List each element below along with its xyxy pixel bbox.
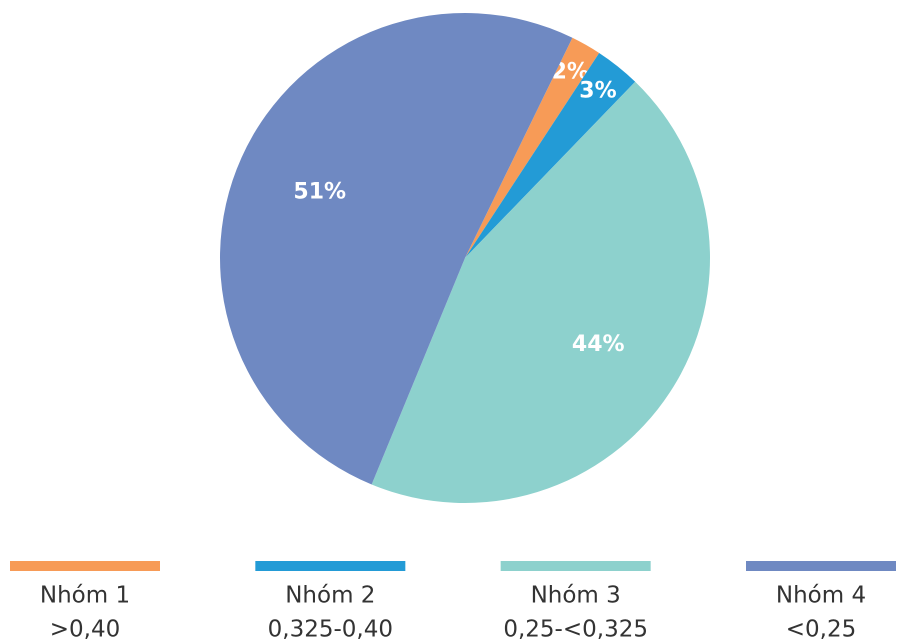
legend-range: 0,325-0,40 [268, 617, 393, 642]
pie-slice [465, 52, 636, 259]
legend-range: 0,25-<0,325 [503, 617, 648, 642]
pie-slice [219, 12, 573, 485]
legend-swatch [746, 561, 896, 571]
legend-label: Nhóm 1 [40, 583, 130, 609]
pie-slice [465, 37, 600, 259]
legend-label: Nhóm 2 [285, 583, 375, 609]
legend-swatch [10, 561, 160, 571]
legend-range: <0,25 [786, 617, 856, 642]
pie-slice [371, 81, 710, 503]
legend-range: >0,40 [50, 617, 120, 642]
legend-label: Nhóm 4 [776, 583, 866, 609]
value-label: 51% [293, 180, 346, 205]
value-label: 3% [579, 78, 616, 103]
value-label: 44% [572, 332, 625, 357]
legend-label: Nhóm 3 [531, 583, 621, 609]
legend-swatch [500, 561, 651, 571]
legend-swatch [255, 561, 406, 571]
